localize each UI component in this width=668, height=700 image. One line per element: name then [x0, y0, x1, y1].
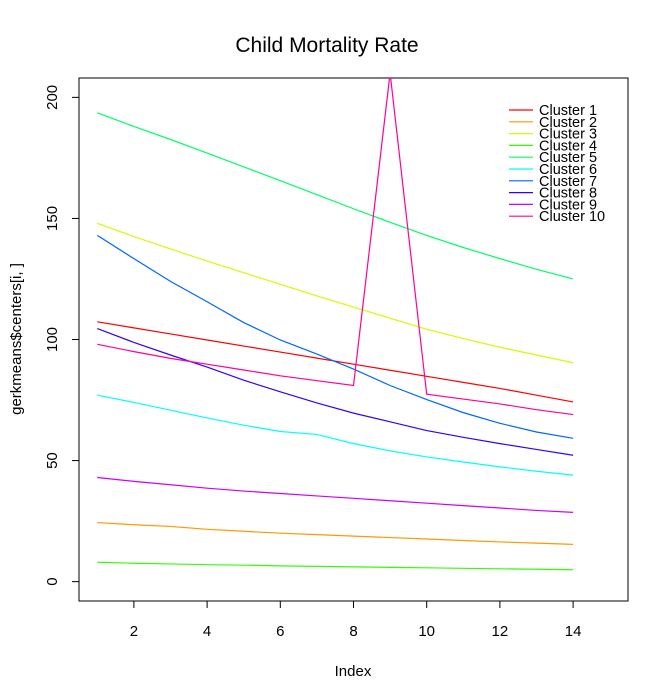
y-tick-label: 100 [44, 327, 61, 352]
legend-label: Cluster 1 [539, 103, 597, 119]
legend-label: Cluster 9 [539, 197, 597, 213]
legend-label: Cluster 6 [539, 162, 597, 178]
series-line-cluster-10 [97, 78, 574, 416]
legend-label: Cluster 2 [539, 115, 597, 131]
legend-label: Cluster 4 [539, 138, 597, 154]
series-line-cluster-7 [96, 234, 574, 439]
legend-label: Cluster 8 [539, 186, 597, 202]
x-tick-label: 8 [349, 623, 357, 640]
x-tick-label: 10 [418, 623, 435, 640]
legend-label: Cluster 10 [539, 209, 605, 225]
legend-label: Cluster 3 [539, 127, 597, 143]
y-axis-label: gerkmeans$centers[i, ] [8, 263, 25, 415]
series-line-cluster-3 [97, 222, 574, 364]
y-tick-label: 50 [44, 452, 61, 469]
y-tick-label: 200 [44, 85, 61, 110]
legend-label: Cluster 5 [539, 150, 597, 166]
series-line-cluster-6 [97, 394, 574, 476]
x-tick-label: 14 [565, 623, 582, 640]
x-axis-label: Index [335, 663, 372, 680]
series-line-cluster-5 [97, 112, 574, 280]
series-line-cluster-4 [97, 561, 574, 571]
y-tick-label: 0 [44, 577, 61, 585]
x-tick-label: 2 [130, 623, 138, 640]
series-group [96, 78, 574, 571]
x-tick-label: 6 [276, 623, 284, 640]
y-tick-label: 150 [44, 206, 61, 231]
x-axis: 2 4 6 8 10 12 14 [130, 600, 582, 640]
x-tick-label: 12 [492, 623, 509, 640]
x-tick-label: 4 [203, 623, 211, 640]
series-line-cluster-2 [97, 521, 574, 545]
chart-title: Child Mortality Rate [235, 34, 418, 57]
series-layer [96, 78, 574, 571]
legend-label: Cluster 7 [539, 174, 597, 190]
y-axis: 0 50 100 150 200 [44, 85, 80, 586]
series-line-cluster-8 [97, 328, 574, 456]
series-line-cluster-9 [97, 476, 574, 513]
